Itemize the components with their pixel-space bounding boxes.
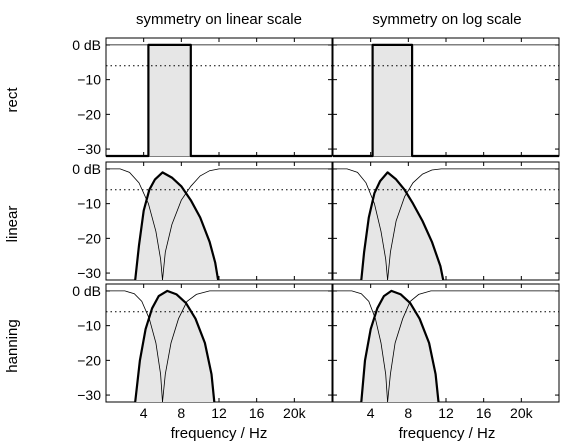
y-tick-label: −30	[77, 265, 101, 281]
y-tick-label: −30	[77, 387, 101, 403]
filter-fill	[361, 172, 444, 280]
x-axis-label-right: frequency / Hz	[399, 425, 496, 442]
x-tick-label: 16	[249, 405, 265, 421]
neighbor-filter-curve	[162, 290, 332, 403]
neighbor-filter-curve	[333, 168, 388, 281]
x-tick-label: 8	[404, 405, 412, 421]
filter-fill	[333, 44, 559, 156]
panel-linear-log-scale	[332, 161, 560, 281]
neighbor-filter-curve	[333, 290, 388, 403]
y-tick-label: 0 dB	[72, 161, 101, 177]
x-tick-label: 4	[367, 405, 375, 421]
neighbor-filter-curve	[387, 290, 559, 403]
y-tick-label: −10	[77, 72, 101, 88]
plot-frame	[105, 37, 333, 157]
y-tick-label: −20	[77, 230, 101, 246]
filter-fill	[135, 172, 219, 280]
y-tick-label: −20	[77, 352, 101, 368]
filter-curve	[134, 171, 220, 281]
x-tick-label: 12	[438, 405, 454, 421]
x-tick-label: 8	[177, 405, 185, 421]
row-label-rect: rect	[4, 87, 21, 113]
neighbor-filter-curve	[106, 168, 163, 281]
row-label-hanning: hanning	[4, 319, 21, 372]
column-title-right: symmetry on log scale	[372, 11, 521, 28]
x-tick-label: 4	[140, 405, 148, 421]
x-tick-label: 12	[211, 405, 227, 421]
panel-rect-log-scale	[332, 37, 560, 158]
panel-linear-linear-scale: 0 dB −10 −20 −30	[72, 161, 333, 281]
filter-fill	[106, 44, 332, 156]
filter-curve	[333, 43, 559, 158]
filter-curve	[134, 289, 216, 403]
filter-curve	[360, 171, 445, 281]
plot-frame	[332, 37, 560, 157]
y-tick-label: −10	[77, 196, 101, 212]
panel-hanning-log-scale: 4 8 12 16 20k	[332, 283, 560, 421]
y-tick-label: −10	[77, 318, 101, 334]
y-tick-label: −20	[77, 106, 101, 122]
y-tick-label: 0 dB	[72, 37, 101, 53]
filter-curve	[106, 43, 332, 158]
panel-hanning-linear-scale: 0 dB −10 −20 −30 4 8 12 16 20k	[72, 283, 333, 421]
filter-curve	[360, 289, 440, 403]
y-tick-label: −30	[77, 141, 101, 157]
x-axis-label-left: frequency / Hz	[171, 425, 268, 442]
column-title-left: symmetry on linear scale	[136, 11, 302, 28]
x-tick-label: 16	[476, 405, 492, 421]
y-tick-label: 0 dB	[72, 283, 101, 299]
x-tick-label: 20k	[283, 405, 307, 421]
x-tick-label: 20k	[510, 405, 534, 421]
row-label-linear: linear	[4, 206, 21, 243]
neighbor-filter-curve	[106, 290, 163, 403]
neighbor-filter-curve	[387, 168, 559, 281]
neighbor-filter-curve	[162, 168, 332, 281]
panel-rect-linear-scale: 0 dB −10 −20 −30	[72, 37, 333, 158]
